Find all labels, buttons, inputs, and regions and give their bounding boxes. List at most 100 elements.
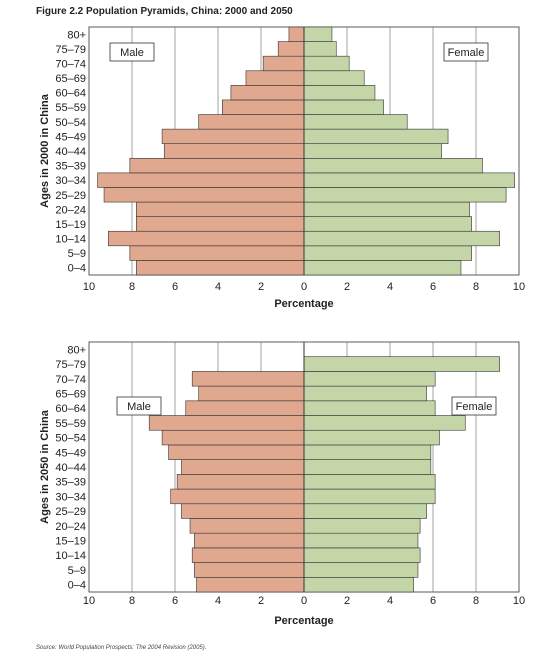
female-bar <box>303 114 408 130</box>
male-bar <box>176 474 305 490</box>
age-tick-label: 5–9 <box>68 248 86 260</box>
legend-male-label: Male <box>120 47 144 59</box>
male-bar <box>277 41 305 57</box>
female-bar <box>303 415 466 431</box>
age-tick-label: 45–49 <box>55 131 86 143</box>
female-bar <box>303 562 419 578</box>
percentage-tick-label: 6 <box>430 595 436 607</box>
age-tick-label: 80+ <box>67 344 86 356</box>
x-axis-title: Percentage <box>274 615 333 627</box>
age-tick-label: 50–54 <box>55 433 86 445</box>
female-bar <box>303 70 365 86</box>
age-tick-label: 30–34 <box>55 175 86 187</box>
legend-female-box <box>443 42 489 62</box>
age-tick-label: 15–19 <box>55 536 86 548</box>
legend-male-box <box>109 42 155 62</box>
male-bar <box>108 230 305 247</box>
female-bar <box>303 503 427 519</box>
male-bar <box>161 128 305 145</box>
female-bar <box>303 459 432 475</box>
female-bar <box>303 444 432 460</box>
male-bar <box>262 55 305 72</box>
age-tick-label: 55–59 <box>55 418 86 430</box>
age-tick-label: 70–74 <box>55 58 86 70</box>
percentage-tick-label: 4 <box>215 595 221 607</box>
male-bar <box>185 400 305 416</box>
age-tick-label: 55–59 <box>55 102 86 114</box>
male-bar <box>191 371 305 387</box>
female-bar <box>303 547 421 563</box>
male-bar <box>194 532 305 549</box>
female-bar <box>303 157 483 174</box>
source-note: Source: World Population Prospects: The … <box>36 645 207 651</box>
x-axis-title: Percentage <box>274 298 333 310</box>
age-tick-label: 0–4 <box>68 263 86 275</box>
female-bar <box>303 474 436 490</box>
age-tick-label: 70–74 <box>55 374 86 386</box>
male-bar <box>196 576 305 593</box>
male-bar <box>168 444 305 460</box>
male-bar <box>230 85 305 101</box>
percentage-tick-label: 10 <box>83 595 95 607</box>
percentage-tick-label: 4 <box>215 281 221 293</box>
y-axis-title: Ages in 2000 in China <box>39 93 51 208</box>
percentage-tick-label: 4 <box>387 281 393 293</box>
percentage-tick-label: 2 <box>258 595 264 607</box>
percentage-tick-label: 6 <box>172 595 178 607</box>
percentage-tick-label: 0 <box>301 595 307 607</box>
legend-female-box <box>451 396 497 416</box>
age-tick-label: 25–29 <box>55 506 86 518</box>
female-bar <box>303 55 350 72</box>
female-bar <box>303 532 419 549</box>
male-bar <box>222 99 305 115</box>
percentage-tick-label: 8 <box>473 281 479 293</box>
age-tick-label: 75–79 <box>55 359 86 371</box>
legend-female-label: Female <box>456 401 493 413</box>
female-bar <box>303 172 515 188</box>
female-bar <box>303 128 449 145</box>
figure-title: Figure 2.2 Population Pyramids, China: 2… <box>36 6 293 17</box>
female-bar <box>303 356 500 372</box>
age-tick-label: 35–39 <box>55 161 86 173</box>
age-tick-label: 20–24 <box>55 204 86 216</box>
y-axis-title: Ages in 2050 in China <box>39 409 51 524</box>
female-bar <box>303 429 440 446</box>
legend-female-label: Female <box>448 47 485 59</box>
age-tick-label: 60–64 <box>55 88 86 100</box>
male-bar <box>163 143 305 159</box>
male-bar <box>194 562 305 578</box>
age-tick-label: 10–14 <box>55 550 86 562</box>
percentage-tick-label: 10 <box>83 281 95 293</box>
female-bar <box>303 400 436 416</box>
male-bar <box>245 70 305 86</box>
age-tick-label: 30–34 <box>55 491 86 503</box>
age-tick-label: 50–54 <box>55 117 86 129</box>
female-bar <box>303 260 462 276</box>
age-tick-label: 10–14 <box>55 234 86 246</box>
percentage-tick-label: 10 <box>513 281 525 293</box>
female-bar <box>303 216 472 232</box>
female-bar <box>303 99 384 115</box>
male-bar <box>181 503 305 519</box>
age-tick-label: 60–64 <box>55 403 86 415</box>
age-tick-label: 80+ <box>67 29 86 41</box>
male-bar <box>189 518 305 534</box>
female-bar <box>303 187 507 203</box>
male-bar <box>136 201 305 217</box>
percentage-tick-label: 6 <box>430 281 436 293</box>
percentage-tick-label: 0 <box>301 281 307 293</box>
female-bar <box>303 518 421 534</box>
percentage-tick-label: 4 <box>387 595 393 607</box>
female-bar <box>303 488 436 505</box>
age-tick-label: 40–44 <box>55 146 86 158</box>
percentage-tick-label: 2 <box>258 281 264 293</box>
male-bar <box>136 216 305 232</box>
age-tick-label: 20–24 <box>55 521 86 533</box>
female-bar <box>303 385 427 402</box>
age-tick-label: 25–29 <box>55 190 86 202</box>
male-bar <box>136 260 305 276</box>
male-bar <box>129 157 305 174</box>
female-bar <box>303 201 470 217</box>
female-bar <box>303 41 337 57</box>
male-bar <box>191 547 305 563</box>
